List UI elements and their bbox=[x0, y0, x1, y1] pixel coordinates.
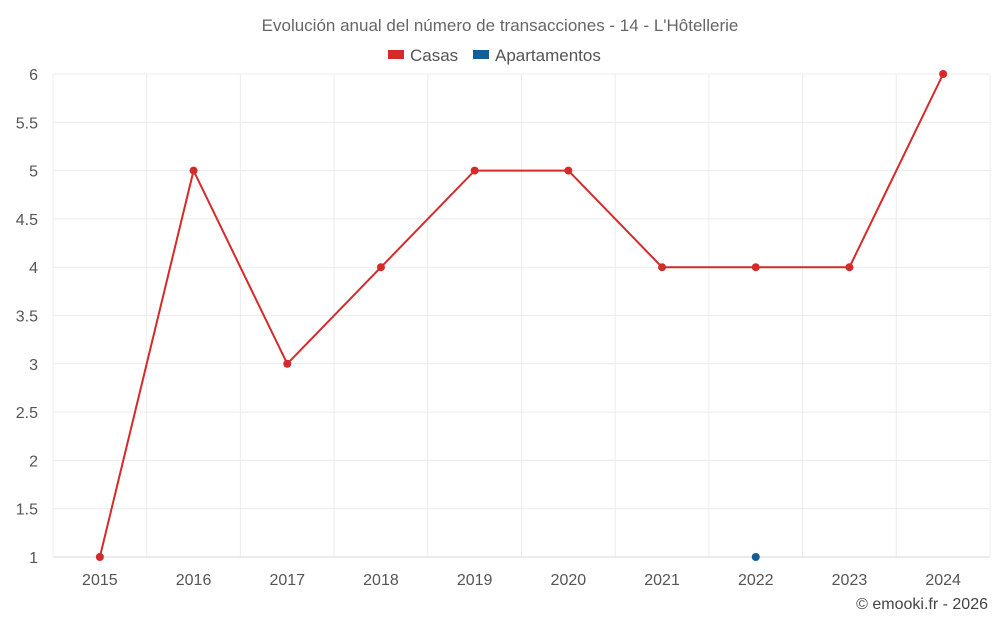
legend-item-apartamentos[interactable]: Apartamentos bbox=[473, 46, 601, 65]
x-tick-label: 2018 bbox=[363, 572, 399, 589]
x-tick-label: 2020 bbox=[551, 572, 587, 589]
x-tick-label: 2015 bbox=[82, 572, 118, 589]
y-tick-label: 2.5 bbox=[16, 405, 38, 422]
y-tick-label: 5 bbox=[29, 164, 38, 181]
data-point-casas-2017[interactable] bbox=[283, 359, 292, 368]
y-tick-label: 1 bbox=[29, 550, 38, 567]
data-point-casas-2019[interactable] bbox=[470, 166, 479, 175]
x-axis-ticks: 2015 2016 2017 2018 2019 2020 2021 2022 2023 2024 bbox=[82, 572, 961, 589]
y-tick-label: 4.5 bbox=[16, 212, 38, 229]
x-tick-label: 2017 bbox=[269, 572, 305, 589]
y-tick-label: 6 bbox=[29, 67, 38, 84]
data-point-casas-2022[interactable] bbox=[751, 263, 760, 272]
y-tick-label: 1.5 bbox=[16, 502, 38, 519]
x-tick-label: 2016 bbox=[176, 572, 212, 589]
data-point-casas-2020[interactable] bbox=[564, 166, 573, 175]
data-point-casas-2018[interactable] bbox=[376, 263, 385, 272]
series bbox=[95, 70, 948, 561]
legend: Casas Apartamentos bbox=[388, 46, 601, 65]
x-tick-label: 2024 bbox=[925, 572, 961, 589]
legend-swatch-casas bbox=[388, 50, 404, 59]
y-tick-label: 4 bbox=[29, 260, 38, 277]
data-point-casas-2021[interactable] bbox=[658, 263, 667, 272]
x-tick-label: 2021 bbox=[644, 572, 680, 589]
data-point-apartamentos-2022[interactable] bbox=[751, 553, 760, 561]
legend-swatch-apartamentos bbox=[473, 50, 489, 59]
data-point-casas-2024[interactable] bbox=[939, 70, 948, 78]
y-tick-label: 3.5 bbox=[16, 309, 38, 326]
grid bbox=[52, 73, 991, 558]
y-axis-ticks: 1 1.5 2 2.5 3 3.5 4 4.5 5 5.5 6 bbox=[16, 67, 38, 567]
legend-label-apartamentos: Apartamentos bbox=[495, 46, 601, 65]
y-tick-label: 5.5 bbox=[16, 115, 38, 132]
data-point-casas-2015[interactable] bbox=[95, 553, 104, 561]
credit-text: © emooki.fr - 2026 bbox=[856, 596, 988, 613]
data-point-casas-2023[interactable] bbox=[845, 263, 854, 272]
x-tick-label: 2022 bbox=[738, 572, 774, 589]
y-tick-label: 3 bbox=[29, 357, 38, 374]
data-point-casas-2016[interactable] bbox=[189, 166, 198, 175]
series-line-casas bbox=[98, 73, 945, 558]
legend-item-casas[interactable]: Casas bbox=[388, 46, 458, 65]
chart-title: Evolución anual del número de transaccio… bbox=[262, 16, 739, 35]
x-tick-label: 2019 bbox=[457, 572, 493, 589]
y-tick-label: 2 bbox=[29, 453, 38, 470]
legend-label-casas: Casas bbox=[410, 46, 458, 65]
x-tick-label: 2023 bbox=[832, 572, 868, 589]
